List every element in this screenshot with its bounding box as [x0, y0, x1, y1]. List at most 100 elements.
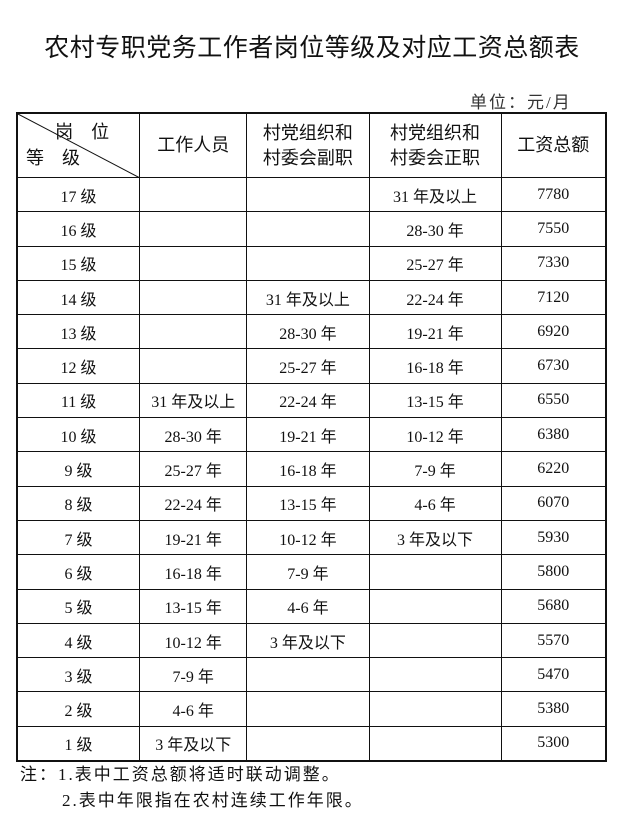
chief-cell: 4-6 年 [368, 485, 502, 521]
corner-header-cell: 岗位 等级 [16, 112, 141, 178]
staff-cell: 22-24 年 [139, 485, 248, 521]
grade-cell: 11 级 [16, 382, 141, 419]
grade-cell: 4 级 [16, 622, 141, 659]
staff-cell [139, 279, 248, 316]
staff-cell: 19-21 年 [139, 519, 248, 556]
salary-cell: 6730 [500, 348, 607, 384]
column-header: 村党组织和 村委会正职 [368, 112, 502, 178]
staff-cell: 31 年及以上 [139, 382, 248, 419]
grade-cell: 1 级 [16, 725, 141, 762]
table-row: 16 级 28-30 年 7550 [16, 211, 607, 247]
staff-cell [139, 348, 248, 384]
table-row: 6 级 16-18 年 7-9 年 5800 [16, 554, 607, 590]
chief-cell [368, 622, 502, 659]
column-header-text: 村党组织和 [262, 122, 353, 144]
salary-table: 岗位 等级 工作人员 村党组织和村委会副职 村党组织和 村委会正职 工资总额 17… [16, 112, 607, 763]
table-row: 12 级 25-27 年 16-18 年 6730 [16, 348, 607, 384]
grade-cell: 12 级 [16, 348, 141, 384]
grade-cell: 7 级 [16, 519, 141, 556]
staff-cell [139, 176, 248, 213]
notes: 注：1.表中工资总额将适时联动调整。 2.表中年限指在农村连续工作年限。 [20, 762, 364, 814]
salary-cell: 7550 [500, 211, 607, 247]
staff-cell [139, 211, 248, 247]
deputy-cell: 28-30 年 [246, 314, 370, 350]
chief-cell [368, 588, 502, 624]
salary-cell: 5380 [500, 691, 607, 727]
salary-cell: 6070 [500, 485, 607, 521]
grade-cell: 16 级 [16, 211, 141, 247]
grade-cell: 9 级 [16, 451, 141, 487]
deputy-cell: 22-24 年 [246, 382, 370, 419]
deputy-cell [246, 725, 370, 762]
deputy-cell: 13-15 年 [246, 485, 370, 521]
grade-cell: 5 级 [16, 588, 141, 624]
chief-cell: 25-27 年 [368, 245, 502, 281]
salary-cell: 6920 [500, 314, 607, 350]
column-header: 村党组织和村委会副职 [246, 112, 370, 178]
table-row: 8 级 22-24 年 13-15 年 4-6 年 6070 [16, 485, 607, 521]
table-row: 10 级 28-30 年 19-21 年 10-12 年 6380 [16, 417, 607, 453]
staff-cell [139, 245, 248, 281]
table-row: 2 级 4-6 年 5380 [16, 691, 607, 727]
table-row: 13 级 28-30 年 19-21 年 6920 [16, 314, 607, 350]
salary-cell: 5570 [500, 622, 607, 659]
column-header-text: 村委会正职 [390, 147, 481, 169]
salary-cell: 5930 [500, 519, 607, 556]
salary-cell: 6380 [500, 417, 607, 453]
deputy-cell: 25-27 年 [246, 348, 370, 384]
deputy-cell: 19-21 年 [246, 417, 370, 453]
deputy-cell [246, 176, 370, 213]
deputy-cell: 3 年及以下 [246, 622, 370, 659]
chief-cell [368, 725, 502, 762]
corner-top-label: 岗位 [55, 122, 128, 143]
salary-cell: 5470 [500, 657, 607, 693]
chief-cell [368, 657, 502, 693]
note-2: 2.表中年限指在农村连续工作年限。 [62, 791, 364, 810]
staff-cell: 7-9 年 [139, 657, 248, 693]
table-row: 15 级 25-27 年 7330 [16, 245, 607, 281]
table-row: 3 级 7-9 年 5470 [16, 657, 607, 693]
grade-cell: 3 级 [16, 657, 141, 693]
deputy-cell: 4-6 年 [246, 588, 370, 624]
staff-cell: 3 年及以下 [139, 725, 248, 762]
deputy-cell [246, 245, 370, 281]
column-header-text: 工作人员 [157, 135, 230, 156]
staff-cell: 4-6 年 [139, 691, 248, 727]
chief-cell: 31 年及以上 [368, 176, 502, 213]
chief-cell: 16-18 年 [368, 348, 502, 384]
staff-cell: 13-15 年 [139, 588, 248, 624]
chief-cell: 3 年及以下 [368, 519, 502, 556]
chief-cell [368, 691, 502, 727]
deputy-cell [246, 657, 370, 693]
staff-cell: 16-18 年 [139, 554, 248, 590]
table-row: 11 级 31 年及以上 22-24 年 13-15 年 6550 [16, 382, 607, 419]
grade-cell: 14 级 [16, 279, 141, 316]
diagonal-line [18, 114, 140, 178]
chief-cell: 28-30 年 [368, 211, 502, 247]
staff-cell: 10-12 年 [139, 622, 248, 659]
staff-cell: 28-30 年 [139, 417, 248, 453]
deputy-cell: 16-18 年 [246, 451, 370, 487]
column-header-text: 村委会副职 [262, 147, 353, 169]
column-header: 工资总额 [500, 112, 607, 178]
table-row: 14 级 31 年及以上 22-24 年 7120 [16, 279, 607, 316]
note-1: 注：1.表中工资总额将适时联动调整。 [20, 765, 341, 784]
grade-cell: 8 级 [16, 485, 141, 521]
deputy-cell [246, 691, 370, 727]
corner-bottom-label: 等级 [26, 148, 98, 169]
grade-cell: 17 级 [16, 176, 141, 213]
salary-cell: 7780 [500, 176, 607, 213]
page-title: 农村专职党务工作者岗位等级及对应工资总额表 [44, 33, 580, 62]
column-header: 工作人员 [139, 112, 248, 178]
salary-cell: 5680 [500, 588, 607, 624]
table-header-row: 岗位 等级 工作人员 村党组织和村委会副职 村党组织和 村委会正职 工资总额 [16, 112, 607, 178]
salary-cell: 6550 [500, 382, 607, 419]
table-row: 17 级 31 年及以上 7780 [16, 176, 607, 213]
deputy-cell: 10-12 年 [246, 519, 370, 556]
grade-cell: 6 级 [16, 554, 141, 590]
chief-cell: 7-9 年 [368, 451, 502, 487]
chief-cell: 13-15 年 [368, 382, 502, 419]
